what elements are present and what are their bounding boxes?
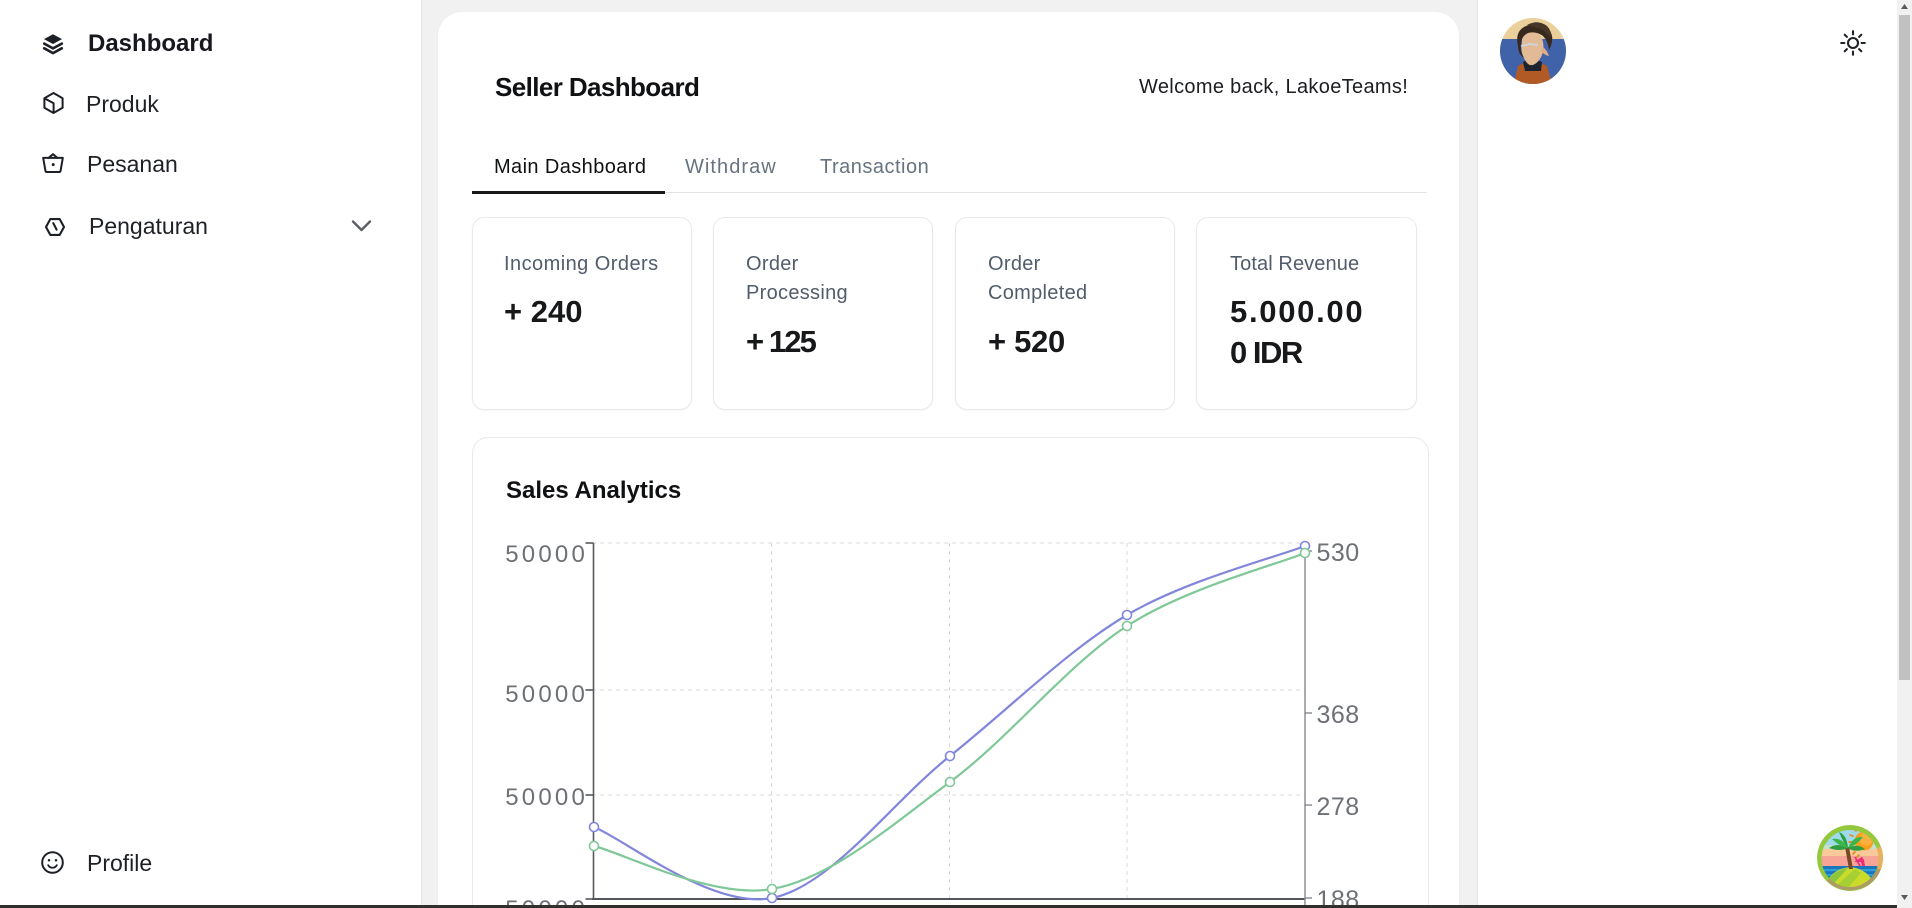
svg-text:50000: 50000: [505, 681, 588, 708]
svg-text:278: 278: [1317, 793, 1360, 821]
svg-text:368: 368: [1317, 701, 1360, 729]
svg-text:50000: 50000: [505, 541, 588, 568]
svg-text:188: 188: [1317, 886, 1360, 908]
svg-text:530: 530: [1317, 539, 1360, 567]
svg-text:50000: 50000: [505, 784, 588, 811]
